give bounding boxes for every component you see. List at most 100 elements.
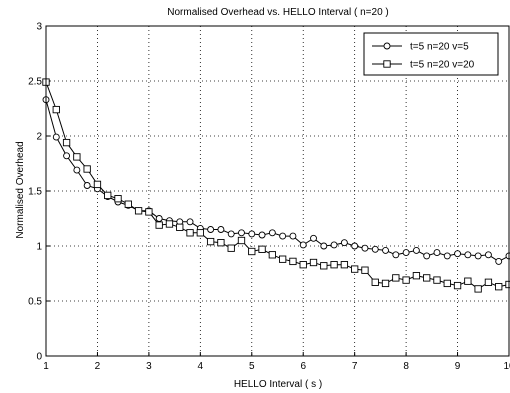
x-tick-label: 8 xyxy=(403,361,409,372)
x-tick-label: 10 xyxy=(503,361,510,372)
circle-data-point xyxy=(279,232,287,240)
series-circle xyxy=(42,96,510,265)
circle-data-point xyxy=(52,133,60,141)
circle-data-point xyxy=(412,246,420,254)
square-data-point xyxy=(217,239,225,247)
y-tick-label: 1 xyxy=(36,242,42,253)
square-data-point xyxy=(330,261,338,269)
y-tick-label: 0 xyxy=(36,352,42,363)
square-data-point xyxy=(433,276,441,284)
square-data-point xyxy=(155,221,163,229)
circle-data-point xyxy=(361,244,369,252)
legend-box xyxy=(363,32,499,76)
square-data-point xyxy=(258,245,266,253)
y-tick-label: 2 xyxy=(36,132,42,143)
circle-data-point xyxy=(423,252,431,260)
series-group xyxy=(42,78,510,293)
square-data-point xyxy=(206,237,215,246)
square-data-point xyxy=(464,277,472,285)
square-data-point xyxy=(361,266,369,274)
square-data-point xyxy=(176,223,184,231)
square-data-point xyxy=(248,247,256,256)
circle-data-point xyxy=(495,257,503,265)
square-data-point xyxy=(453,281,462,290)
legend-entry: t=5 n=20 v=5 xyxy=(372,42,469,53)
legend: t=5 n=20 v=5 t=5 n=20 v=20 xyxy=(363,32,499,76)
y-tick-label: 1.5 xyxy=(28,187,42,198)
square-data-point xyxy=(134,207,143,215)
circle-data-point xyxy=(289,232,297,240)
circle-data-point xyxy=(63,152,71,160)
square-data-point xyxy=(289,257,297,266)
square-data-point xyxy=(371,278,379,286)
y-tick-label: 0.5 xyxy=(28,297,42,308)
square-data-point xyxy=(165,220,174,228)
legend-label: t=5 n=20 v=20 xyxy=(410,60,475,71)
circle-data-point xyxy=(83,182,91,189)
square-data-point xyxy=(114,195,122,203)
circle-data-point xyxy=(402,249,410,257)
square-data-point xyxy=(412,272,421,280)
square-data-point xyxy=(278,255,287,263)
circle-data-point xyxy=(484,251,492,259)
square-data-point xyxy=(196,229,204,237)
circle-data-point xyxy=(443,252,451,260)
circle-data-point xyxy=(227,230,235,238)
circle-data-point xyxy=(454,250,462,258)
x-axis-label: HELLO Interval ( s ) xyxy=(234,379,322,390)
x-tick-label: 1 xyxy=(43,361,49,372)
circle-data-point xyxy=(310,234,317,242)
square-data-point xyxy=(309,258,318,267)
y-tick-label: 3 xyxy=(36,22,42,33)
square-data-point xyxy=(104,191,112,200)
legend-entry: t=5 n=20 v=20 xyxy=(372,60,475,71)
chart-title: Normalised Overhead vs. HELLO Interval (… xyxy=(167,7,388,18)
circle-data-point xyxy=(320,242,328,250)
circle-data-point xyxy=(207,226,215,233)
series-square xyxy=(42,78,510,293)
circle-data-point xyxy=(474,252,482,260)
plot-frame xyxy=(45,25,510,357)
square-data-point xyxy=(443,279,451,288)
square-data-point xyxy=(474,285,482,293)
square-data-point xyxy=(402,276,410,284)
square-data-point xyxy=(320,262,328,270)
circle-data-point xyxy=(371,245,379,253)
square-data-point xyxy=(381,279,390,288)
legend-label: t=5 n=20 v=5 xyxy=(410,42,469,53)
square-data-point xyxy=(62,138,71,147)
square-data-point xyxy=(83,165,91,173)
square-data-point xyxy=(299,261,307,269)
circle-data-point xyxy=(268,229,276,237)
square-data-point xyxy=(351,265,359,273)
square-data-point xyxy=(340,261,349,269)
square-data-point xyxy=(484,278,493,286)
square-data-point xyxy=(93,180,102,189)
circle-data-point xyxy=(258,231,266,239)
circle-data-point xyxy=(330,241,338,249)
circle-data-point xyxy=(155,215,163,222)
square-data-point xyxy=(73,153,81,161)
circle-data-point xyxy=(217,226,225,233)
x-tick-label: 2 xyxy=(95,361,101,372)
circle-data-point xyxy=(340,239,348,247)
series-line xyxy=(45,99,510,262)
x-tick-label: 3 xyxy=(146,361,152,372)
square-data-point xyxy=(268,251,277,259)
square-data-point xyxy=(392,274,400,282)
series-line xyxy=(45,81,510,290)
circle-data-point xyxy=(464,251,472,259)
square-data-point xyxy=(52,105,60,114)
x-tick-label: 7 xyxy=(352,361,358,372)
circle-data-point xyxy=(248,230,256,238)
x-tick-label: 6 xyxy=(300,361,306,372)
circle-data-point xyxy=(351,242,359,250)
x-tick-label: 9 xyxy=(455,361,461,372)
x-tick-label: 5 xyxy=(249,361,255,372)
y-axis-label: Normalised Overhead xyxy=(15,141,26,238)
axes: 1 2 3 4 5 6 7 8 9 10 0 0.5 1 1.5 2 2.5 3 xyxy=(28,22,510,373)
legend-square-marker xyxy=(383,60,391,68)
square-data-point xyxy=(495,283,503,291)
square-data-point xyxy=(145,208,153,216)
